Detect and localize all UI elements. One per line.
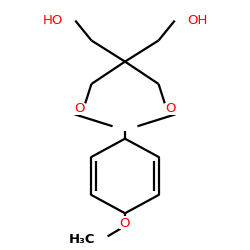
Text: O: O: [166, 102, 176, 115]
Bar: [73, 103, 85, 115]
Bar: [119, 217, 131, 229]
Text: O: O: [120, 217, 130, 230]
Text: OH: OH: [187, 14, 208, 27]
Text: O: O: [74, 102, 84, 115]
Text: HO: HO: [42, 14, 63, 27]
Bar: [165, 103, 177, 115]
Text: H₃C: H₃C: [69, 233, 95, 246]
